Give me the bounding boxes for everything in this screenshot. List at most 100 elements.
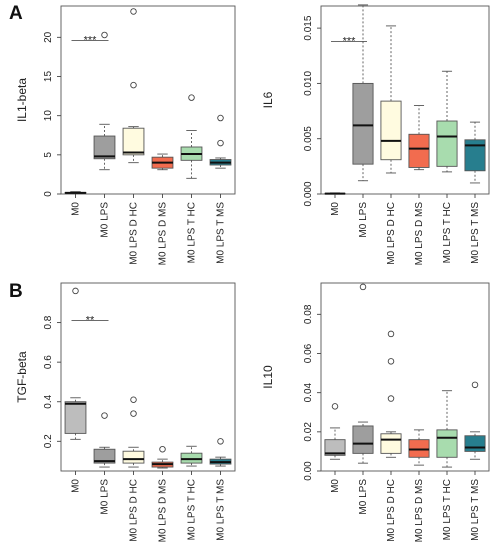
box-4 — [151, 445, 174, 469]
x-tick-label: M0 LPS D HC — [129, 479, 140, 542]
y-tick-label: 0.010 — [303, 70, 314, 95]
y-tick-label: 0.6 — [43, 355, 54, 369]
outlier-point — [72, 287, 79, 295]
x-tick-label: M0 LPS T MS — [470, 202, 481, 264]
box-2 — [93, 412, 116, 468]
x-tick-label: M0 LPS T MS — [470, 479, 481, 541]
outlier-point — [387, 330, 395, 338]
y-tick-label: 0 — [43, 191, 54, 197]
box-6 — [464, 121, 486, 184]
x-tick-label: M0 LPS T HC — [442, 202, 453, 263]
box-2 — [93, 31, 116, 171]
box-4 — [408, 429, 430, 466]
x-tick-label: M0 LPS T HC — [187, 479, 198, 540]
box-body — [64, 401, 87, 434]
box-6 — [209, 438, 232, 467]
box-body — [352, 82, 374, 165]
outlier-point — [159, 445, 166, 453]
box-body — [464, 139, 486, 172]
x-tick-label: M0 LPS — [358, 479, 369, 515]
significance-label: *** — [84, 34, 98, 46]
box-5 — [180, 94, 203, 179]
y-tick-label: 0.02 — [303, 422, 314, 442]
plot-frame — [60, 5, 236, 195]
x-tick-label: M0 LPS D MS — [158, 202, 169, 266]
box-body — [122, 127, 145, 156]
y-tick-label: 20 — [43, 31, 54, 43]
chart-panel-2: 0.000 0.005 0.010 0.015 IL6 M0 M0 LPS M0 LPS D … — [261, 4, 490, 265]
y-tick-label: 0.08 — [303, 304, 314, 324]
box-2 — [352, 4, 374, 182]
y-tick-label: 0.06 — [303, 343, 314, 363]
y-tick-label: 0.4 — [43, 394, 54, 408]
y-tick-label: 0.015 — [303, 15, 314, 40]
box-body — [380, 433, 402, 454]
x-tick-label: M0 — [71, 202, 82, 216]
x-tick-label: M0 — [71, 479, 82, 493]
box-1 — [64, 191, 87, 194]
box-body — [380, 100, 402, 161]
y-tick-label: 0.04 — [303, 382, 314, 402]
box-5 — [180, 445, 203, 467]
panel-letter-a: A — [9, 3, 23, 24]
outlier-point — [387, 395, 395, 402]
x-tick-label: M0 LPS D HC — [386, 479, 397, 542]
x-tick-label: M0 LPS — [358, 202, 369, 238]
x-tick-label: M0 — [330, 479, 341, 493]
box-body — [464, 435, 486, 452]
y-axis-label: IL6 — [261, 91, 275, 108]
panel-letter-b: B — [9, 281, 23, 302]
outlier-point — [130, 396, 137, 404]
x-tick-label: M0 LPS T MS — [216, 479, 227, 541]
box-5 — [436, 390, 458, 468]
box-body — [352, 425, 374, 454]
box-3 — [122, 8, 145, 164]
outlier-point — [101, 31, 108, 39]
chart-panel-4: 0.00 0.02 0.04 0.06 0.08 IL10 M0 M0 LPS M0 LPS D… — [261, 282, 490, 542]
box-2 — [352, 283, 374, 464]
y-tick-label: 0.2 — [43, 434, 54, 448]
box-6 — [209, 114, 232, 169]
x-tick-label: M0 LPS — [100, 202, 111, 238]
box-4 — [408, 105, 430, 171]
y-tick-label: 0.005 — [303, 126, 314, 151]
outlier-point — [471, 381, 479, 389]
outlier-point — [359, 283, 367, 291]
box-body — [122, 450, 145, 464]
box-3 — [380, 330, 402, 458]
outlier-point — [130, 8, 137, 15]
box-1 — [64, 287, 87, 440]
outlier-point — [188, 94, 195, 101]
y-tick-label: 0.000 — [303, 181, 314, 206]
outlier-point — [101, 412, 108, 419]
box-4 — [151, 153, 174, 171]
significance-label: ** — [86, 315, 95, 327]
box-3 — [380, 25, 402, 174]
outlier-point — [387, 358, 395, 365]
x-tick-label: M0 LPS T MS — [216, 202, 227, 264]
plot-frame — [320, 5, 490, 195]
y-tick-label: 15 — [43, 71, 54, 83]
x-tick-label: M0 LPS T HC — [187, 202, 198, 263]
box-1 — [324, 192, 346, 195]
box-body — [436, 120, 458, 167]
chart-panel-3: 0.2 0.4 0.6 0.8 TGF-beta M0 M0 LPS M0 LPS D HC M… — [15, 282, 236, 542]
chart-panel-1: 0 5 10 15 20 IL1-beta M0 M0 LPS M0 LPS D HC M0 LP… — [15, 5, 236, 266]
outlier-point — [217, 139, 224, 147]
box-body — [408, 133, 430, 168]
x-tick-label: M0 LPS — [100, 479, 111, 515]
box-body — [324, 439, 346, 456]
box-body — [93, 135, 116, 160]
outlier-point — [130, 410, 137, 417]
box-1 — [324, 403, 346, 460]
box-body — [93, 448, 116, 464]
outlier-point — [130, 81, 137, 89]
box-3 — [122, 396, 145, 468]
y-axis-label: IL1-beta — [15, 78, 29, 122]
x-tick-label: M0 LPS D HC — [129, 202, 140, 265]
plot-frame — [60, 282, 236, 472]
y-tick-label: 10 — [43, 110, 54, 122]
plot-frame — [320, 282, 490, 472]
